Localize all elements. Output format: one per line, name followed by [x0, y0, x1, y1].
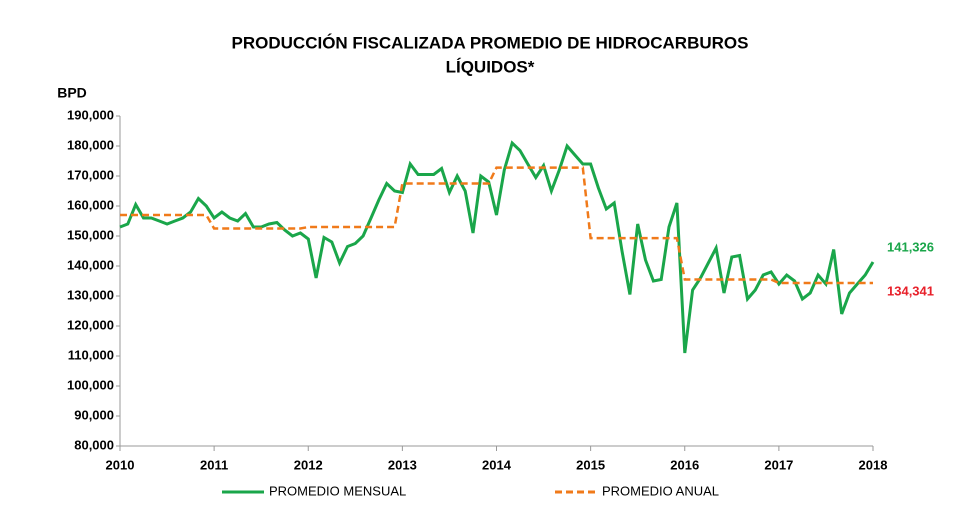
end-value-label: 134,341	[887, 283, 934, 298]
series-line	[120, 166, 873, 285]
y-axis-label: BPD	[57, 85, 87, 101]
y-tick-label: 110,000	[68, 347, 114, 362]
y-tick-label: 140,000	[67, 257, 114, 272]
x-tick-label: 2011	[200, 457, 228, 472]
x-tick-label: 2018	[859, 457, 888, 472]
y-tick-label: 80,000	[74, 437, 114, 452]
chart-title: LÍQUIDOS*	[446, 57, 535, 76]
series-line	[119, 140, 875, 354]
end-value-label: 141,326	[887, 239, 934, 254]
y-tick-label: 100,000	[67, 377, 114, 392]
x-tick-label: 2012	[294, 457, 323, 472]
y-tick-label: 160,000	[67, 197, 114, 212]
y-tick-label: 150,000	[67, 227, 114, 242]
x-tick-label: 2017	[764, 457, 793, 472]
legend-label: PROMEDIO MENSUAL	[269, 483, 406, 498]
legend-label: PROMEDIO ANUAL	[602, 483, 719, 498]
y-tick-label: 170,000	[67, 167, 114, 182]
y-tick-label: 190,000	[67, 107, 114, 122]
x-tick-label: 2013	[388, 457, 417, 472]
y-tick-label: 130,000	[67, 287, 114, 302]
y-tick-label: 180,000	[67, 137, 114, 152]
y-tick-label: 90,000	[74, 407, 114, 422]
x-tick-label: 2010	[106, 457, 135, 472]
y-tick-label: 120,000	[67, 317, 114, 332]
chart-title: PRODUCCIÓN FISCALIZADA PROMEDIO DE HIDRO…	[232, 33, 749, 52]
x-tick-label: 2015	[576, 457, 605, 472]
x-tick-label: 2014	[482, 457, 512, 472]
x-tick-label: 2016	[670, 457, 699, 472]
